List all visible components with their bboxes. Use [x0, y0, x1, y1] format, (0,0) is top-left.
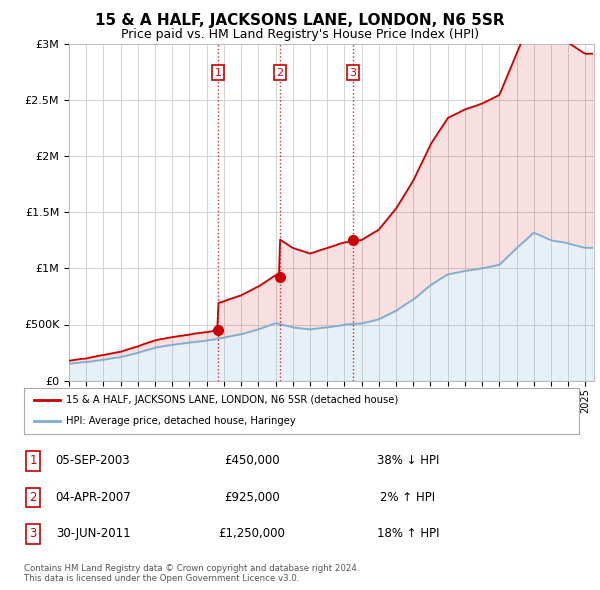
Text: Price paid vs. HM Land Registry's House Price Index (HPI): Price paid vs. HM Land Registry's House … [121, 28, 479, 41]
Text: 1: 1 [215, 68, 222, 78]
Text: £1,250,000: £1,250,000 [218, 527, 286, 540]
Text: 15 & A HALF, JACKSONS LANE, LONDON, N6 5SR: 15 & A HALF, JACKSONS LANE, LONDON, N6 5… [95, 13, 505, 28]
Text: £450,000: £450,000 [224, 454, 280, 467]
Text: £925,000: £925,000 [224, 491, 280, 504]
Text: 2% ↑ HPI: 2% ↑ HPI [380, 491, 436, 504]
Text: 30-JUN-2011: 30-JUN-2011 [56, 527, 130, 540]
Text: 15 & A HALF, JACKSONS LANE, LONDON, N6 5SR (detached house): 15 & A HALF, JACKSONS LANE, LONDON, N6 5… [65, 395, 398, 405]
Text: 1: 1 [29, 454, 37, 467]
Text: 2: 2 [29, 491, 37, 504]
Text: 18% ↑ HPI: 18% ↑ HPI [377, 527, 439, 540]
Text: HPI: Average price, detached house, Haringey: HPI: Average price, detached house, Hari… [65, 416, 295, 426]
Text: 3: 3 [29, 527, 37, 540]
Text: 05-SEP-2003: 05-SEP-2003 [56, 454, 130, 467]
Text: 38% ↓ HPI: 38% ↓ HPI [377, 454, 439, 467]
Text: 3: 3 [350, 68, 356, 78]
Text: Contains HM Land Registry data © Crown copyright and database right 2024.
This d: Contains HM Land Registry data © Crown c… [24, 563, 359, 583]
Text: 2: 2 [276, 68, 283, 78]
Text: 04-APR-2007: 04-APR-2007 [55, 491, 131, 504]
